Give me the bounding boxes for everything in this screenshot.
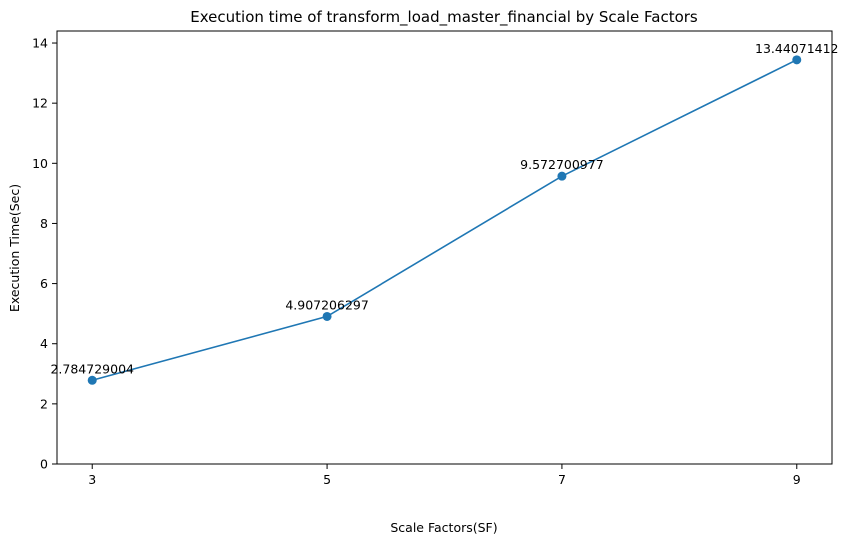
x-axis-label: Scale Factors(SF) bbox=[390, 520, 497, 535]
data-label: 4.907206297 bbox=[285, 297, 369, 312]
y-axis: 0 2 4 6 8 10 12 14 bbox=[32, 36, 57, 472]
x-tick-label: 9 bbox=[793, 472, 801, 487]
x-axis: 3 5 7 9 bbox=[88, 464, 801, 487]
data-point bbox=[557, 171, 567, 181]
series-line bbox=[92, 59, 798, 382]
y-tick-label: 6 bbox=[40, 276, 48, 291]
y-tick-label: 0 bbox=[40, 457, 48, 472]
data-label: 2.784729004 bbox=[50, 361, 134, 376]
y-tick-label: 12 bbox=[32, 96, 48, 111]
data-point bbox=[792, 55, 802, 65]
y-tick-label: 8 bbox=[40, 216, 48, 231]
y-tick-label: 4 bbox=[40, 336, 48, 351]
x-tick-label: 7 bbox=[558, 472, 566, 487]
x-tick-label: 5 bbox=[323, 472, 331, 487]
data-label: 13.44071412 bbox=[755, 41, 839, 56]
x-tick-label: 3 bbox=[88, 472, 96, 487]
y-tick-label: 10 bbox=[32, 156, 48, 171]
series-group: 2.784729004 4.907206297 9.572700977 13.4407… bbox=[50, 41, 839, 385]
y-tick-label: 14 bbox=[32, 36, 48, 51]
y-axis-label: Execution Time(Sec) bbox=[7, 184, 22, 312]
data-label: 9.572700977 bbox=[520, 157, 604, 172]
y-tick-label: 2 bbox=[40, 396, 48, 411]
chart-title: Execution time of transform_load_master_… bbox=[190, 8, 698, 27]
data-point bbox=[87, 375, 97, 385]
data-point bbox=[322, 311, 332, 321]
plot-area-frame bbox=[56, 30, 833, 465]
